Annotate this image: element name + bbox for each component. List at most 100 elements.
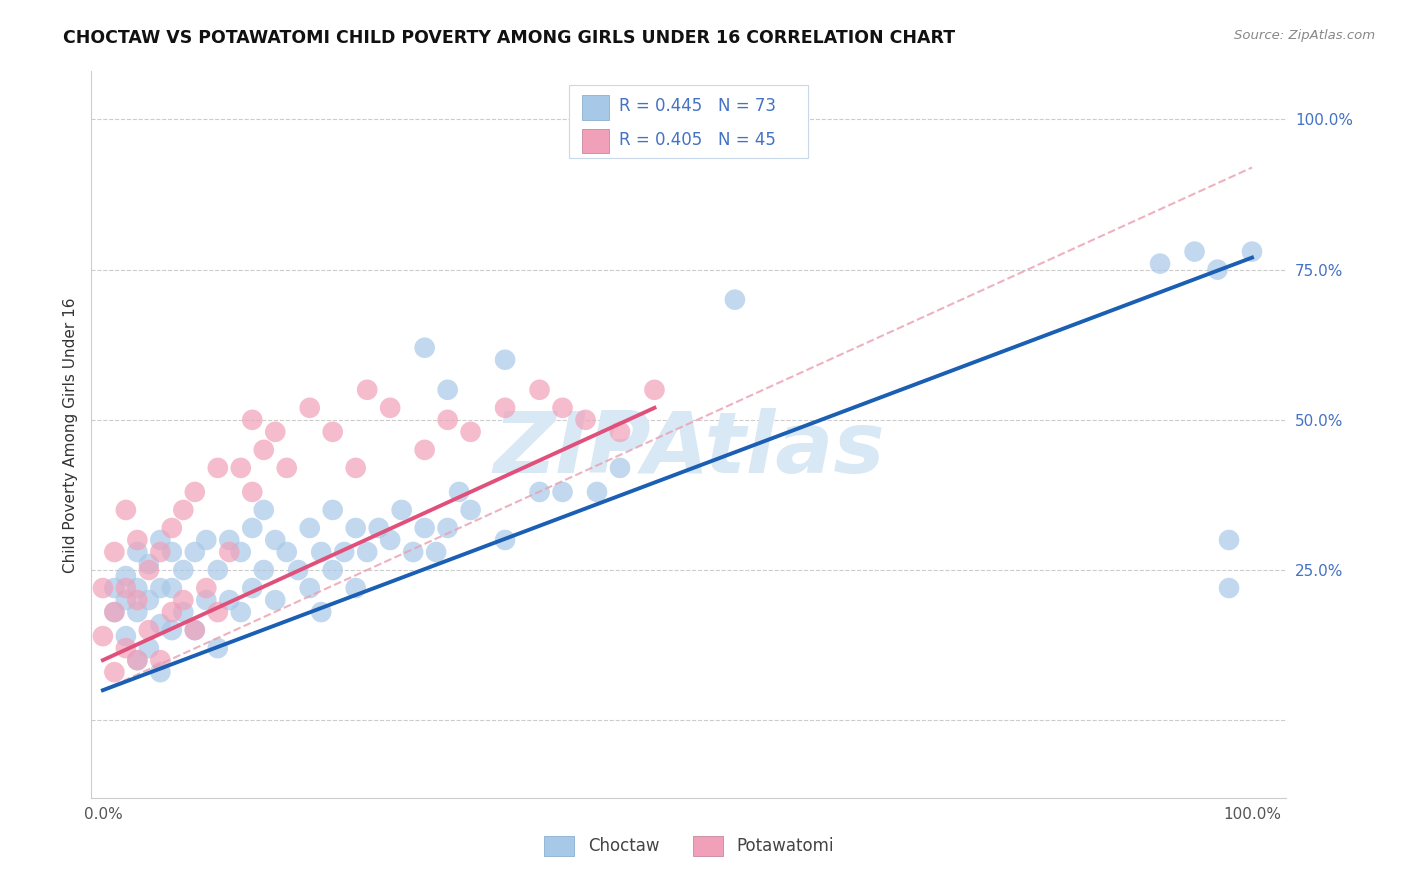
- Point: [207, 641, 229, 656]
- Point: [276, 461, 298, 475]
- Point: [160, 605, 183, 619]
- Point: [574, 413, 596, 427]
- Point: [378, 401, 402, 415]
- Point: [460, 425, 482, 439]
- Point: [298, 401, 321, 415]
- Point: [240, 581, 263, 595]
- Point: [1206, 262, 1229, 277]
- Point: [207, 461, 229, 475]
- Point: [229, 545, 252, 559]
- Point: [551, 484, 574, 499]
- Point: [103, 605, 125, 619]
- Point: [229, 461, 252, 475]
- Point: [322, 503, 344, 517]
- Point: [425, 545, 447, 559]
- Point: [195, 593, 218, 607]
- Point: [1240, 244, 1263, 259]
- Point: [643, 383, 665, 397]
- Text: Source: ZipAtlas.com: Source: ZipAtlas.com: [1234, 29, 1375, 42]
- Point: [184, 484, 207, 499]
- Point: [586, 484, 609, 499]
- Point: [149, 665, 172, 680]
- Point: [172, 593, 194, 607]
- Point: [1218, 581, 1240, 595]
- Point: [413, 442, 436, 457]
- Point: [309, 545, 332, 559]
- Point: [494, 533, 516, 547]
- Point: [184, 623, 207, 637]
- Point: [367, 521, 389, 535]
- Point: [413, 341, 436, 355]
- Point: [402, 545, 425, 559]
- Point: [298, 581, 321, 595]
- Point: [449, 484, 471, 499]
- Point: [391, 503, 413, 517]
- Point: [494, 401, 516, 415]
- Point: [333, 545, 356, 559]
- Point: [160, 623, 183, 637]
- Point: [218, 533, 240, 547]
- Point: [218, 593, 240, 607]
- Point: [127, 653, 149, 667]
- Point: [609, 425, 631, 439]
- Point: [160, 545, 183, 559]
- Point: [160, 581, 183, 595]
- Point: [172, 563, 194, 577]
- Point: [344, 581, 367, 595]
- Point: [413, 521, 436, 535]
- Point: [344, 521, 367, 535]
- Point: [207, 563, 229, 577]
- Point: [356, 545, 378, 559]
- Point: [1149, 257, 1171, 271]
- Legend: Choctaw, Potawatomi: Choctaw, Potawatomi: [537, 829, 841, 863]
- Point: [115, 569, 138, 583]
- Text: R = 0.445   N = 73: R = 0.445 N = 73: [619, 97, 776, 115]
- Point: [344, 461, 367, 475]
- Point: [529, 383, 551, 397]
- Point: [127, 581, 149, 595]
- Point: [207, 605, 229, 619]
- Point: [115, 629, 138, 643]
- Point: [127, 605, 149, 619]
- Point: [103, 545, 125, 559]
- Point: [253, 563, 276, 577]
- Point: [264, 533, 287, 547]
- Point: [115, 641, 138, 656]
- Point: [115, 593, 138, 607]
- Point: [195, 581, 218, 595]
- Text: ZIPAtlas: ZIPAtlas: [494, 408, 884, 491]
- Point: [115, 503, 138, 517]
- Point: [103, 581, 125, 595]
- Point: [138, 641, 160, 656]
- Point: [264, 593, 287, 607]
- Point: [1218, 533, 1240, 547]
- Point: [138, 623, 160, 637]
- Point: [103, 605, 125, 619]
- Point: [91, 581, 114, 595]
- Point: [115, 581, 138, 595]
- Point: [138, 563, 160, 577]
- Point: [609, 461, 631, 475]
- Point: [240, 521, 263, 535]
- Point: [529, 484, 551, 499]
- Point: [264, 425, 287, 439]
- Point: [138, 593, 160, 607]
- Point: [1184, 244, 1206, 259]
- Point: [160, 521, 183, 535]
- Point: [172, 503, 194, 517]
- Point: [127, 533, 149, 547]
- Point: [724, 293, 747, 307]
- Point: [149, 581, 172, 595]
- Point: [356, 383, 378, 397]
- Point: [436, 383, 458, 397]
- Point: [322, 563, 344, 577]
- Point: [149, 545, 172, 559]
- Point: [460, 503, 482, 517]
- Point: [436, 521, 458, 535]
- Text: CHOCTAW VS POTAWATOMI CHILD POVERTY AMONG GIRLS UNDER 16 CORRELATION CHART: CHOCTAW VS POTAWATOMI CHILD POVERTY AMON…: [63, 29, 956, 46]
- Point: [103, 665, 125, 680]
- Point: [149, 617, 172, 632]
- Point: [551, 401, 574, 415]
- Text: R = 0.405   N = 45: R = 0.405 N = 45: [619, 131, 776, 149]
- Point: [298, 521, 321, 535]
